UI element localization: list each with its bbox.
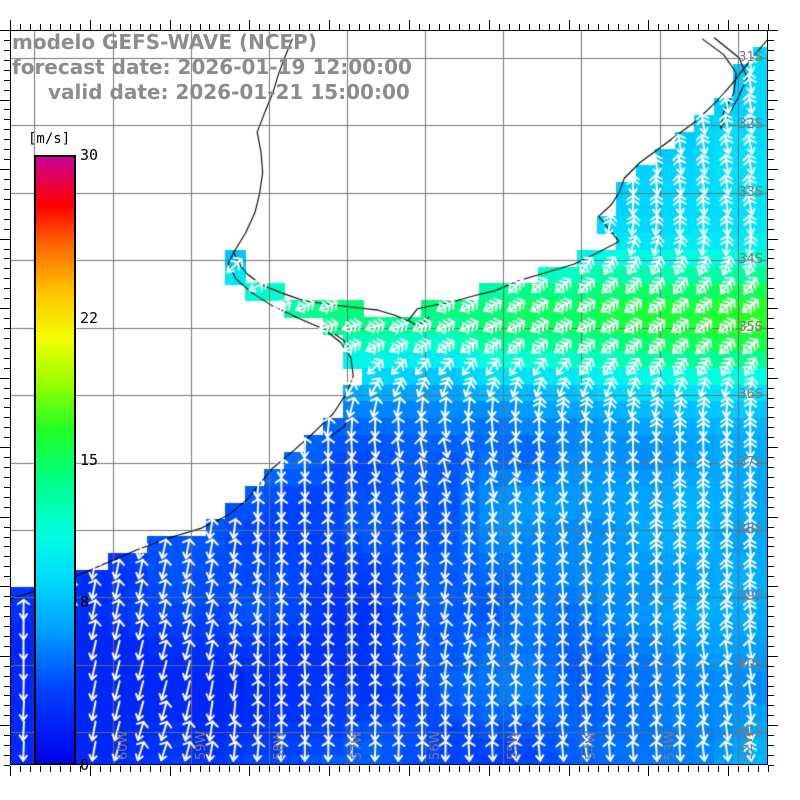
colorbar-tick-0: 0 — [80, 756, 90, 774]
axis-ticks-left — [0, 30, 10, 766]
axis-ticks-bottom — [10, 766, 769, 776]
colorbar[interactable] — [34, 155, 76, 765]
colorbar-tick-22: 22 — [80, 308, 99, 327]
map-canvas-wrap — [11, 31, 767, 764]
axis-ticks-right — [768, 30, 778, 766]
colorbar-gradient — [34, 155, 76, 765]
wind-barbs-overlay — [11, 31, 767, 764]
axis-ticks-top — [10, 20, 769, 30]
colorbar-tick-8: 8 — [80, 593, 90, 612]
colorbar-tick-30: 30 — [80, 146, 99, 164]
colorbar-unit-label: [m/s] — [28, 131, 71, 147]
colorbar-tick-15: 15 — [80, 451, 99, 469]
